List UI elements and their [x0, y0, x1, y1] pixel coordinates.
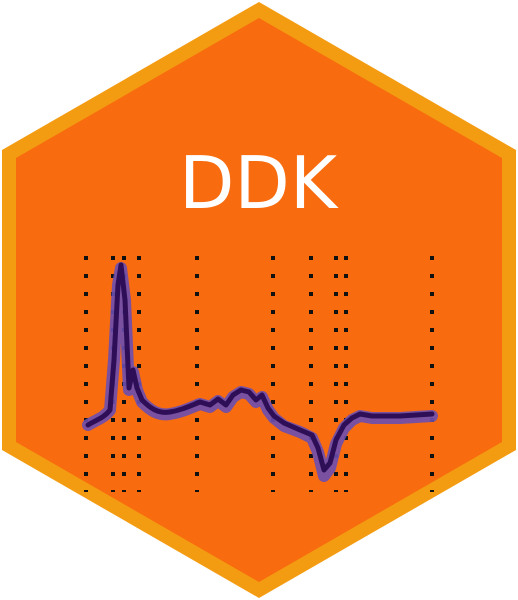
logo-title: DDK: [179, 141, 339, 225]
hex-fill: [16, 18, 502, 582]
trace-line: [85, 262, 435, 473]
